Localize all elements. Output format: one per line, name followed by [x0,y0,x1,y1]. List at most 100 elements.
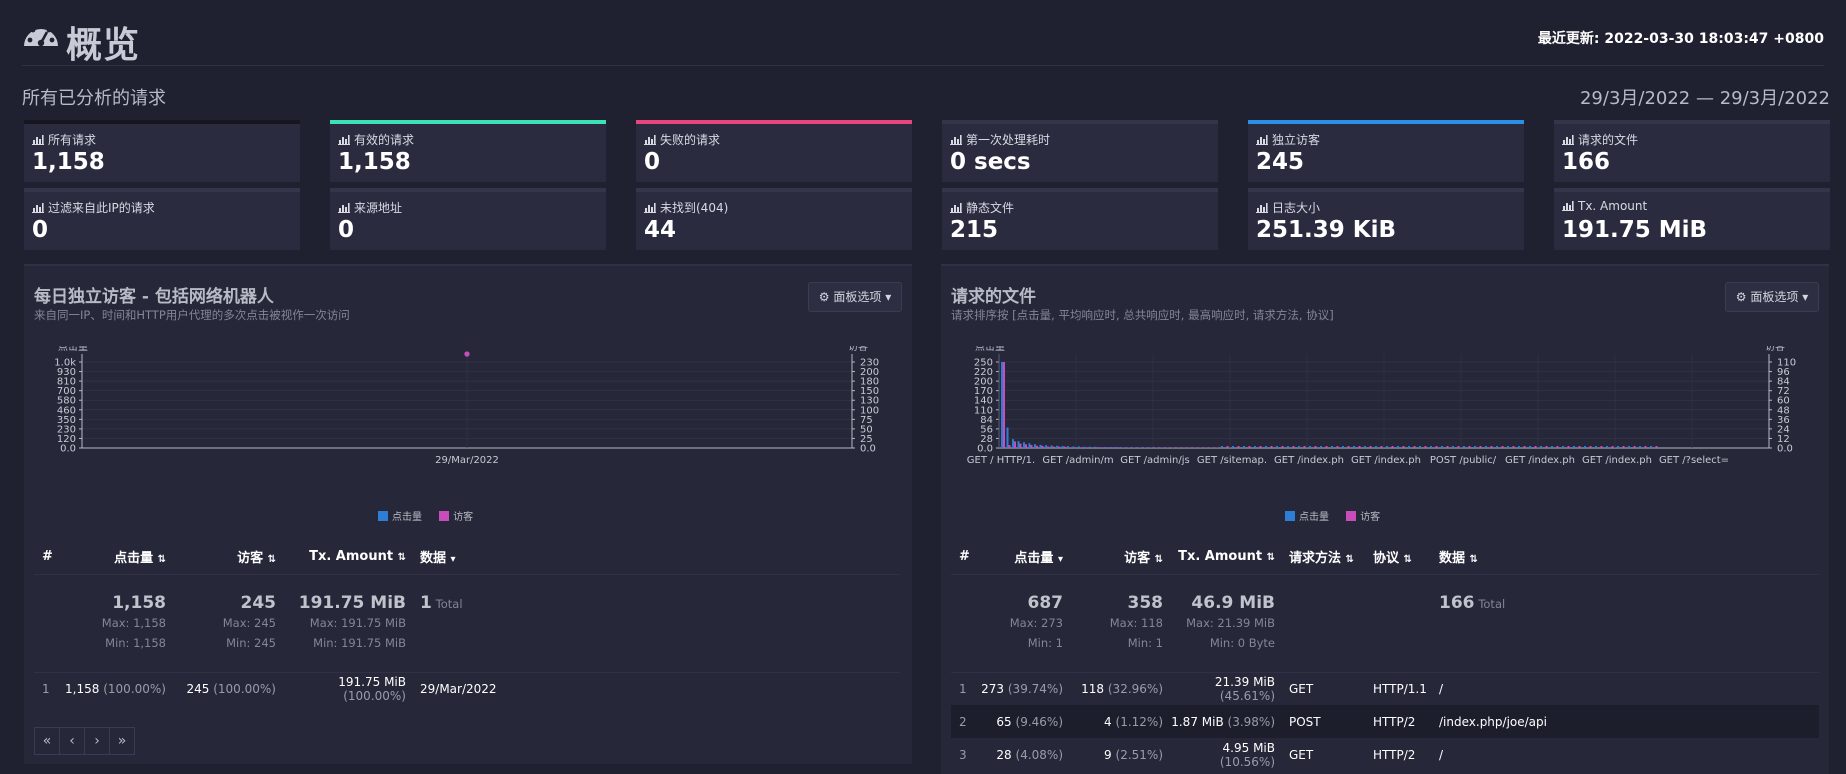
table-row[interactable]: 3 28 (4.08%) 9 (2.51%) 4.95 MiB (10.56%)… [959,740,1444,769]
y-tick-label: 580 [57,396,76,407]
col-hits[interactable]: 点击量 ⇅ [64,540,174,575]
legend-visitors: 访客 [453,512,474,523]
y-tick-label: 250 [974,358,993,369]
bar-hits [1133,447,1135,448]
bar-chart-icon [950,135,962,145]
x-tick-label: GET /sitemap. [1197,455,1267,466]
y2-tick-label: 0.0 [1777,444,1793,455]
bar-visitors [1113,447,1115,448]
x-tick-label: GET /index.ph [1582,455,1652,466]
y-tick-label: 1.0k [54,358,76,369]
bar-tail [1490,446,1493,448]
bar-tail [1529,446,1531,448]
bar-hits [1094,446,1097,448]
col-hits[interactable]: 点击量 ▾ [981,540,1071,575]
bar-tail [1358,446,1361,448]
col-tx-amount[interactable]: Tx. Amount ⇅ [284,540,414,575]
first-page-button[interactable]: « [34,727,60,755]
bar-tail [1518,446,1520,448]
bar-tail [1507,446,1509,448]
bar-tail [1226,446,1229,448]
bar-chart-icon [32,135,44,145]
bar-tail [1353,446,1355,448]
bar-visitors [1151,447,1154,448]
stat-value: 44 [644,217,677,243]
col-visitors[interactable]: 访客 ⇅ [174,540,284,575]
y-tick-label: 56 [980,424,993,435]
bar-tail [1435,446,1438,448]
visitors-chart: 点击量 访客 1.0k 230 930 200 810 180 700 150 580 130 460 1… [54,346,879,466]
x-tick-label: GET /index.ph [1505,455,1575,466]
y2-tick-label: 96 [1777,367,1790,378]
col-protocol[interactable]: 协议 ⇅ [1367,540,1433,575]
bar-tail [1523,446,1526,448]
bar-visitors [1041,445,1044,448]
y-axis-label: 点击量 [975,346,1005,353]
bar-tail [1534,446,1537,448]
bar-visitors [1080,447,1082,448]
y2-axis-label: 访客 [1765,346,1785,353]
y2-tick-label: 130 [860,396,879,407]
bar-hits [1089,446,1091,448]
bar-tail [1408,446,1410,448]
col-method[interactable]: 请求方法 ⇅ [1283,540,1367,575]
y2-tick-label: 60 [1777,396,1790,407]
last-page-button[interactable]: » [109,727,135,755]
prev-page-button[interactable]: ‹ [59,727,85,755]
bar-visitors [1173,447,1176,448]
bar-tail [1276,446,1278,448]
y-tick-label: 700 [57,386,76,397]
bar-hits [1056,445,1058,448]
bar-tail [1556,446,1559,448]
y-tick-label: 220 [974,367,993,378]
y-tick-label: 0.0 [977,444,993,455]
bar-tail [1463,446,1465,448]
panel-options-label: 面板选项 [1750,290,1799,304]
col-tx-amount[interactable]: Tx. Amount ⇅ [1171,540,1283,575]
y-tick-label: 84 [980,415,993,426]
bar-tail [1628,446,1630,448]
panel-options-button[interactable]: ⚙ 面板选项 ▾ [1725,282,1819,312]
col-data[interactable]: 数据 ⇅ [1433,540,1819,575]
table-row[interactable]: 1 1,158 (100.00%) 245 (100.00%) 191.75 M… [42,674,497,703]
bar-hits [1122,447,1124,448]
y2-tick-label: 75 [860,415,873,426]
table-row[interactable]: 2 65 (9.46%) 4 (1.12%) 1.87 MiB (3.98%) … [951,705,1819,738]
y2-tick-label: 100 [860,405,879,416]
bar-tail [1452,446,1454,448]
stat-card: 来源地址 0 [330,188,606,250]
y2-tick-label: 180 [860,377,879,388]
gear-icon: ⚙ [1735,290,1747,304]
stat-value: 0 [338,217,355,243]
bar-tail [1430,446,1432,448]
bar-tail [1479,446,1482,448]
bar-tail [1578,446,1581,448]
bar-tail [1441,446,1443,448]
panel-title: 请求的文件 [951,287,1036,307]
col-visitors[interactable]: 访客 ⇅ [1071,540,1171,575]
x-tick-label: POST /public/ [1430,455,1497,466]
bar-tail [1512,446,1515,448]
next-page-button[interactable]: › [84,727,110,755]
table-row[interactable]: 1 273 (39.74%) 118 (32.96%) 21.39 MiB (4… [959,674,1444,703]
bar-hits [1050,445,1053,448]
bar-visitors [1140,447,1143,448]
col-data[interactable]: 数据 ▾ [414,540,900,575]
bar-chart-icon [338,135,350,145]
bar-visitors [1019,443,1022,448]
stat-card: 请求的文件 166 [1554,120,1830,182]
bar-tail [1402,446,1405,448]
x-tick-label: GET / HTTP/1. [967,455,1035,466]
bar-visitors [1168,447,1170,448]
stat-label: 未找到(404) [644,199,728,216]
y2-tick-label: 50 [860,424,873,435]
bar-tail [1424,446,1427,448]
y-tick-label: 140 [974,396,993,407]
stat-label: 日志大小 [1256,199,1320,216]
bar-tail [1501,446,1504,448]
panel-options-button[interactable]: ⚙ 面板选项 ▾ [808,282,902,312]
bar-tail [1600,446,1603,448]
bar-visitors [1107,447,1110,448]
x-tick-label: GET /admin/m [1042,455,1113,466]
legend-swatch-visitors [1346,511,1357,521]
